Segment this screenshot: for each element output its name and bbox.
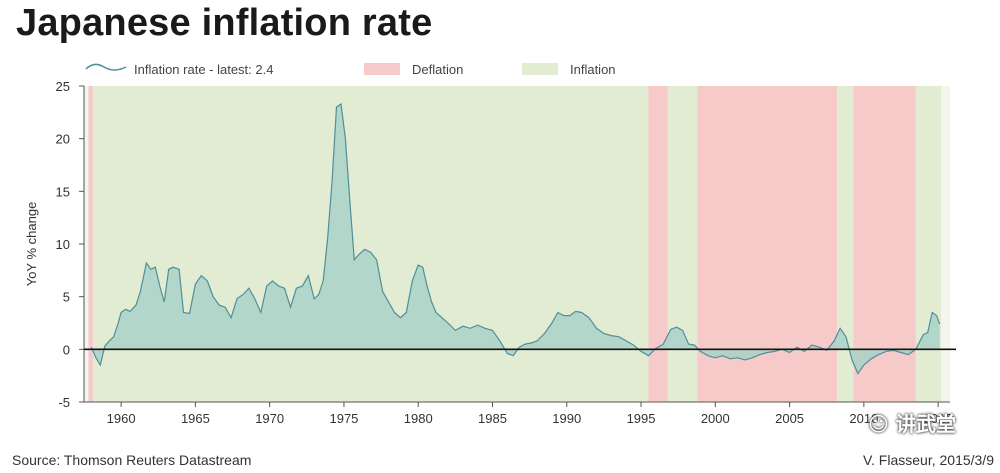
series-area (91, 103, 940, 374)
y-tick-label: 20 (56, 132, 70, 147)
x-tick-label: 1975 (329, 411, 358, 426)
y-tick-label: 5 (63, 290, 70, 305)
x-tick-label: 1980 (404, 411, 433, 426)
x-tick-label: 2005 (775, 411, 804, 426)
y-tick-label: 25 (56, 79, 70, 94)
legend-patch-swatch (522, 63, 558, 75)
region-inflation-3 (667, 86, 698, 402)
y-tick-label: 15 (56, 184, 70, 199)
x-tick-label: 1990 (552, 411, 581, 426)
x-tick-label: 1965 (181, 411, 210, 426)
legend-label: Inflation rate - latest: 2.4 (134, 62, 273, 77)
legend-line-swatch (85, 63, 127, 71)
chart-title: Japanese inflation rate (16, 2, 433, 44)
x-tick-label: 2000 (701, 411, 730, 426)
y-axis-label: YoY % change (24, 202, 39, 287)
author-credit: V. Flasseur, 2015/3/9 (862, 452, 994, 468)
region-inflation-1 (92, 86, 649, 402)
x-tick-label: 1985 (478, 411, 507, 426)
x-tick-label: 2010 (849, 411, 878, 426)
watermark-logo: ☺ 讲武堂 (868, 408, 956, 437)
wechat-icon: ☺ (868, 412, 889, 436)
x-tick-label: 1960 (107, 411, 136, 426)
x-tick-label: 1995 (627, 411, 656, 426)
region-deflation-0 (88, 86, 93, 402)
region-inflation-5 (837, 86, 854, 402)
legend-label: Inflation (570, 62, 616, 77)
series-line (90, 102, 941, 375)
legend-patch-swatch (364, 63, 400, 75)
x-tick-label: 1970 (255, 411, 284, 426)
source-note: Source: Thomson Reuters Datastream (12, 452, 252, 468)
y-tick-label: -5 (58, 395, 70, 410)
y-tick-label: 10 (56, 237, 70, 252)
watermark-text: 讲武堂 (895, 412, 956, 436)
legend-label: Deflation (412, 62, 463, 77)
x-tick-label: 2015 (924, 411, 953, 426)
region-inflation-7 (915, 86, 942, 402)
region-deflation-2 (648, 86, 668, 402)
y-tick-label: 0 (63, 342, 70, 357)
